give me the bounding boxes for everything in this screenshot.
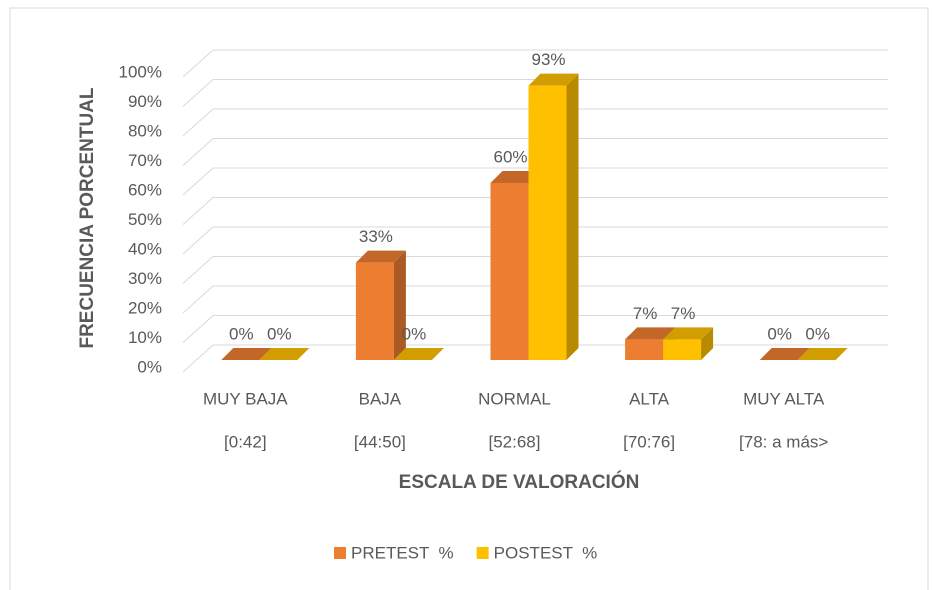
y-tick-label: 70% xyxy=(128,151,162,170)
bar-top xyxy=(393,348,444,360)
bar-top xyxy=(797,348,848,360)
data-label: 60% xyxy=(493,147,527,166)
x-axis-title: ESCALA DE VALORACIÓN xyxy=(399,471,640,493)
bar-top xyxy=(625,327,676,340)
data-label: 0% xyxy=(267,324,292,343)
grid-line xyxy=(182,79,888,107)
y-tick-label: 80% xyxy=(128,121,162,140)
grid-line xyxy=(182,108,888,137)
grid-line xyxy=(182,285,888,314)
bar-top xyxy=(221,348,272,360)
grid-line xyxy=(182,167,888,196)
bar-front xyxy=(355,262,394,360)
data-label: 33% xyxy=(359,227,393,246)
y-tick-label: 30% xyxy=(128,269,162,288)
y-tick-label: 50% xyxy=(128,210,162,229)
x-tick-label: ALTA xyxy=(629,389,670,408)
y-tick-label: 20% xyxy=(128,298,162,317)
data-label: 0% xyxy=(767,324,792,343)
bar-top xyxy=(663,327,714,340)
chart-border xyxy=(9,7,929,590)
grid-line xyxy=(182,138,888,166)
grid-line xyxy=(182,197,888,225)
x-tick-sublabel: [44:50] xyxy=(354,432,406,451)
bar-top xyxy=(355,250,406,263)
x-tick-sublabel: [70:76] xyxy=(623,432,675,451)
y-tick-label: 100% xyxy=(119,62,162,81)
grid-line xyxy=(182,49,888,78)
y-tick-label: 40% xyxy=(128,239,162,258)
legend-swatch xyxy=(476,547,489,559)
bar-top xyxy=(259,348,310,360)
y-tick-label: 60% xyxy=(128,180,162,199)
bar-front xyxy=(663,339,702,360)
grid-line xyxy=(182,256,888,284)
legend-label: POSTEST % xyxy=(494,543,598,562)
data-label: 0% xyxy=(402,324,427,343)
y-tick-label: 10% xyxy=(128,328,162,347)
bar-front xyxy=(625,339,664,360)
x-tick-label: BAJA xyxy=(359,389,402,408)
x-tick-sublabel: [52:68] xyxy=(489,432,541,451)
x-tick-label: MUY BAJA xyxy=(203,389,288,408)
legend-swatch xyxy=(334,547,346,559)
data-label: 0% xyxy=(229,324,254,343)
bar-front xyxy=(490,183,529,360)
data-label: 93% xyxy=(531,50,565,69)
grid-line xyxy=(182,226,888,255)
data-label: 0% xyxy=(805,324,830,343)
x-tick-sublabel: [78: a más> xyxy=(739,432,828,451)
y-tick-label: 90% xyxy=(128,92,162,111)
legend-label: PRETEST % xyxy=(351,543,454,562)
data-label: 7% xyxy=(633,304,658,323)
grid-line xyxy=(182,315,888,343)
x-tick-label: NORMAL xyxy=(478,389,551,408)
x-tick-sublabel: [0:42] xyxy=(224,432,267,451)
bar-side xyxy=(701,327,714,360)
bar-top xyxy=(759,348,810,360)
y-axis-title: FRECUENCIA PORCENTUAL xyxy=(77,87,98,348)
bar-front xyxy=(528,85,567,361)
y-tick-label: 0% xyxy=(137,357,162,376)
x-tick-label: MUY ALTA xyxy=(743,389,825,408)
bar-top xyxy=(490,171,541,183)
bar-side xyxy=(566,73,579,361)
bar-top xyxy=(528,73,579,86)
bar-side xyxy=(393,250,406,360)
data-label: 7% xyxy=(671,304,696,323)
